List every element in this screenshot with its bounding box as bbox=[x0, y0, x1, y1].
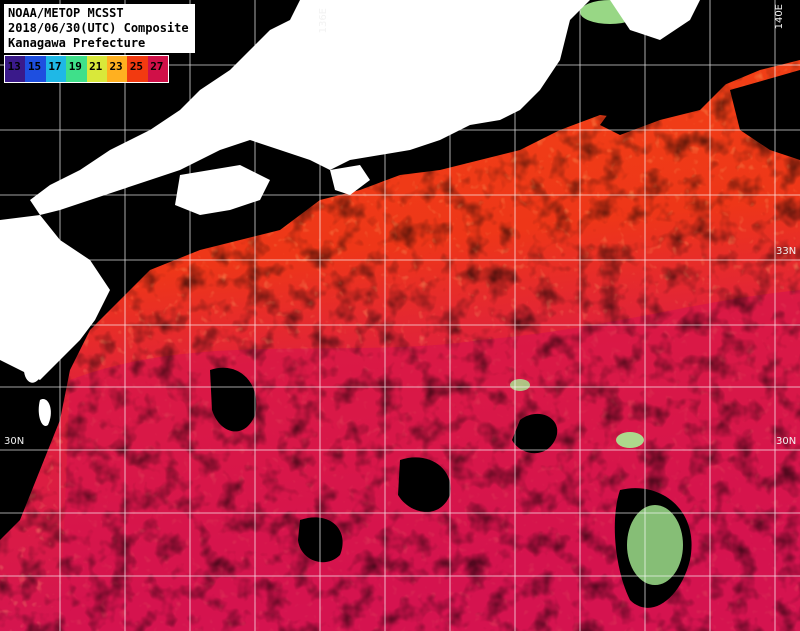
sst-color-scale bbox=[4, 55, 169, 83]
title-line-1: NOAA/METOP MCSST bbox=[8, 6, 124, 20]
label-33n-right: 33N bbox=[776, 246, 797, 257]
scale-label-19: 19 bbox=[68, 60, 82, 73]
label-30n-left: 30N bbox=[4, 436, 25, 447]
scale-swatch-23 bbox=[106, 56, 128, 82]
scale-label-23: 23 bbox=[109, 60, 123, 73]
label-140e: 140E bbox=[774, 4, 785, 30]
map-title-box: NOAA/METOP MCSST 2018/06/30(UTC) Composi… bbox=[4, 4, 195, 53]
scale-label-17: 17 bbox=[48, 60, 62, 73]
kii-peninsula bbox=[330, 165, 370, 195]
scale-swatch-13 bbox=[5, 56, 26, 82]
izu-boso bbox=[610, 0, 700, 40]
scale-swatch-19 bbox=[66, 56, 87, 82]
scale-swatch-21 bbox=[86, 56, 107, 82]
label-136e: 136E bbox=[318, 8, 329, 34]
scale-swatch-15 bbox=[25, 56, 46, 82]
label-30n-right: 30N bbox=[776, 436, 797, 447]
scale-swatch-27 bbox=[147, 56, 168, 82]
title-line-2: 2018/06/30(UTC) Composite bbox=[8, 21, 189, 35]
scale-label-15: 15 bbox=[27, 60, 42, 73]
scale-label-27: 27 bbox=[150, 60, 164, 73]
shikoku bbox=[175, 165, 270, 215]
scale-label-21: 21 bbox=[89, 60, 103, 73]
kyushu bbox=[0, 215, 110, 380]
scale-swatch-17 bbox=[45, 56, 67, 82]
sst-scale-labels: 13 15 17 19 21 23 25 27 bbox=[4, 60, 167, 73]
scale-swatch-25 bbox=[127, 56, 148, 82]
title-line-3: Kanagawa Prefecture bbox=[8, 36, 146, 50]
scale-label-13: 13 bbox=[7, 60, 21, 73]
scale-label-25: 25 bbox=[129, 60, 144, 73]
